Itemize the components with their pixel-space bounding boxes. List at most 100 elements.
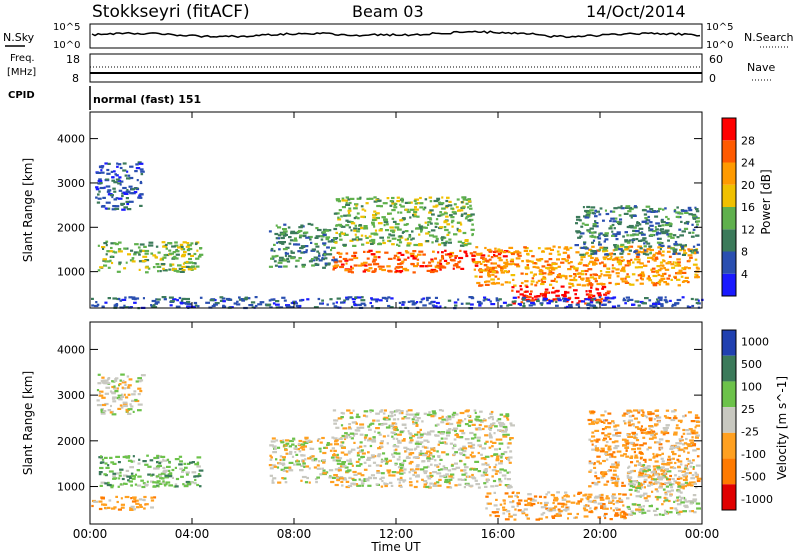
power-cell <box>586 283 591 286</box>
power-cell <box>626 273 629 276</box>
power-cell <box>334 261 338 264</box>
velocity-cell <box>144 463 149 466</box>
velocity-cell <box>104 402 109 406</box>
power-cell <box>652 284 658 287</box>
power-cell <box>178 296 182 300</box>
power-cell <box>344 269 350 272</box>
power-cell <box>638 258 641 261</box>
power-cell <box>587 268 593 271</box>
velocity-cell <box>588 493 593 496</box>
y-tick-label: 1000 <box>57 266 85 279</box>
power-cell <box>637 274 642 277</box>
velocity-cell <box>678 448 684 451</box>
power-cell <box>559 274 565 277</box>
power-cell <box>454 304 458 307</box>
velocity-cell <box>580 498 584 501</box>
power-cell <box>489 248 492 251</box>
velocity-cell <box>614 461 619 464</box>
power-cell <box>358 238 363 241</box>
velocity-cell <box>475 419 480 422</box>
velocity-cell <box>682 487 685 490</box>
power-cell <box>116 270 121 273</box>
velocity-cell <box>397 466 400 469</box>
power-cell <box>343 233 349 236</box>
velocity-cell <box>288 466 292 469</box>
power-cell <box>368 235 372 238</box>
velocity-cell <box>404 450 407 453</box>
velocity-cell <box>499 468 504 471</box>
velocity-cell <box>142 482 146 485</box>
power-cell <box>95 186 99 189</box>
power-cell <box>688 213 693 216</box>
velocity-cell <box>645 416 648 419</box>
velocity-cell <box>665 439 669 443</box>
velocity-cell <box>347 452 351 455</box>
power-cell <box>576 218 581 221</box>
power-cell <box>635 238 639 241</box>
velocity-cell <box>692 498 698 501</box>
power-cell <box>275 237 278 240</box>
velocity-cell <box>448 428 452 431</box>
velocity-cell <box>137 475 142 478</box>
power-cell <box>561 294 566 297</box>
power-cell <box>283 223 287 226</box>
velocity-cell <box>640 409 644 412</box>
velocity-cell <box>129 466 134 469</box>
power-cell <box>611 223 615 227</box>
velocity-cell <box>110 486 114 489</box>
velocity-cell <box>277 481 282 484</box>
power-cell <box>474 264 479 267</box>
velocity-cell <box>639 429 644 432</box>
power-cell <box>692 215 697 218</box>
velocity-cell <box>494 472 498 475</box>
power-cell <box>429 222 433 225</box>
power-cell <box>289 306 294 309</box>
velocity-cell <box>194 478 197 482</box>
power-cell <box>299 299 303 302</box>
velocity-cell <box>102 410 107 413</box>
power-cell <box>180 299 184 302</box>
velocity-cell <box>611 441 616 444</box>
velocity-cell <box>108 470 114 473</box>
power-cell <box>390 234 396 237</box>
velocity-cell <box>417 436 422 439</box>
power-cell <box>586 213 591 216</box>
power-cell <box>626 259 631 263</box>
power-cell <box>657 273 661 277</box>
velocity-cell <box>597 502 603 505</box>
power-cell <box>412 271 416 274</box>
power-cell <box>555 297 558 300</box>
power-cell <box>185 265 190 268</box>
velocity-cell <box>482 419 487 422</box>
velocity-cell <box>687 462 690 466</box>
power-cell <box>286 257 290 260</box>
velocity-cell <box>434 464 439 467</box>
velocity-cell <box>112 475 116 478</box>
velocity-cell <box>695 464 701 467</box>
velocity-cell <box>112 396 117 399</box>
power-cell <box>628 298 634 301</box>
power-cell <box>644 217 648 220</box>
power-cell <box>646 210 652 213</box>
power-cell <box>645 253 650 256</box>
velocity-cell <box>156 456 160 459</box>
velocity-cell <box>135 380 139 383</box>
velocity-cell <box>509 501 514 504</box>
velocity-cell <box>377 431 381 434</box>
power-cell <box>521 296 527 300</box>
power-cell <box>583 241 587 244</box>
power-cell <box>555 294 560 297</box>
power-cell <box>175 305 181 308</box>
power-cell <box>524 280 529 283</box>
velocity-cell <box>682 428 685 432</box>
power-cell <box>325 236 331 239</box>
power-cell <box>606 290 611 293</box>
velocity-cell <box>409 439 414 442</box>
velocity-cell <box>454 484 458 487</box>
velocity-cell <box>412 416 416 419</box>
power-cell <box>180 302 184 305</box>
power-cell <box>324 229 330 232</box>
velocity-cell <box>280 441 285 444</box>
velocity-cell <box>676 499 680 502</box>
power-cell <box>609 210 613 213</box>
